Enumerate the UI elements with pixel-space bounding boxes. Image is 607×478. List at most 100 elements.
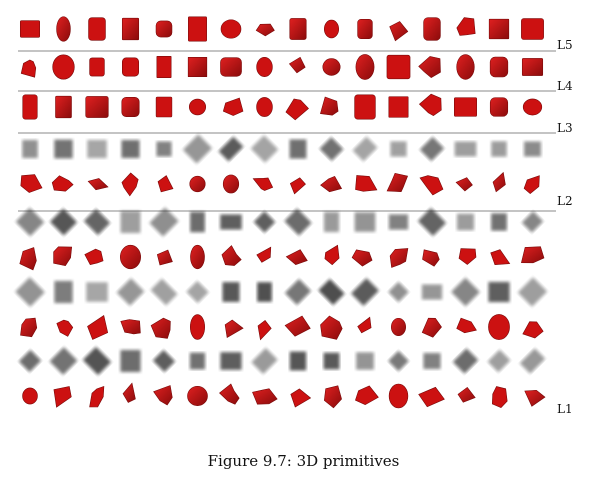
- filter-thumbnail: [417, 207, 447, 237]
- filter-thumbnail: [257, 282, 272, 302]
- filter-thumbnail: [150, 278, 178, 306]
- primitive-thumbnail: [252, 177, 274, 191]
- primitive-thumbnail: [187, 386, 208, 406]
- primitive-thumbnail: [121, 97, 140, 117]
- primitive-thumbnail: [121, 172, 139, 197]
- primitive-thumbnail: [388, 383, 409, 409]
- primitive-thumbnail: [289, 18, 307, 40]
- primitive-thumbnail: [386, 54, 411, 80]
- filter-thumbnail: [116, 278, 145, 306]
- primitive-thumbnail: [187, 57, 208, 77]
- primitive-thumbnail: [121, 17, 140, 41]
- primitive-thumbnail: [490, 249, 511, 266]
- filter-thumbnail: [491, 141, 507, 157]
- primitive-thumbnail: [285, 249, 308, 265]
- primitive-thumbnail: [391, 317, 406, 337]
- primitive-thumbnail: [423, 17, 441, 41]
- primitive-thumbnail: [190, 244, 205, 270]
- primitive-thumbnail: [156, 56, 172, 78]
- primitive-grid: [15, 16, 548, 409]
- filter-thumbnail: [253, 211, 276, 233]
- primitive-thumbnail: [257, 319, 272, 341]
- primitive-thumbnail: [524, 389, 546, 407]
- level-label-l3: L3: [557, 121, 573, 135]
- primitive-thumbnail: [89, 57, 105, 77]
- filter-thumbnail: [388, 281, 409, 303]
- filter-thumbnail: [220, 214, 242, 230]
- filter-thumbnail: [54, 139, 73, 159]
- filter-thumbnail: [454, 141, 477, 157]
- primitive-thumbnail: [322, 58, 341, 76]
- primitive-thumbnail: [521, 246, 545, 264]
- primitive-thumbnail: [419, 175, 444, 196]
- primitive-thumbnail: [488, 18, 510, 40]
- filter-thumbnail: [323, 352, 340, 370]
- filter-thumbnail: [18, 349, 42, 373]
- filter-thumbnail: [152, 349, 176, 373]
- filter-thumbnail: [220, 352, 242, 370]
- primitive-thumbnail: [491, 386, 508, 408]
- primitive-thumbnail: [89, 385, 105, 408]
- primitive-thumbnail: [85, 96, 109, 118]
- primitive-thumbnail: [56, 319, 74, 337]
- filter-thumbnail: [351, 278, 379, 306]
- primitive-thumbnail: [290, 388, 312, 408]
- primitive-thumbnail: [188, 16, 207, 42]
- filter-thumbnail: [456, 213, 475, 231]
- primitive-thumbnail: [188, 98, 207, 116]
- primitive-thumbnail: [456, 17, 476, 36]
- primitive-thumbnail: [222, 97, 244, 116]
- primitive-thumbnail: [421, 317, 442, 338]
- primitive-thumbnail: [355, 175, 378, 192]
- level-dividers: [18, 50, 556, 212]
- primitive-thumbnail: [284, 315, 311, 337]
- filter-thumbnail: [356, 352, 374, 370]
- primitive-thumbnail: [153, 385, 173, 406]
- primitive-thumbnail: [84, 248, 104, 265]
- primitive-thumbnail: [222, 174, 240, 194]
- primitive-thumbnail: [457, 386, 476, 403]
- filter-thumbnail: [82, 346, 112, 376]
- primitive-thumbnail: [320, 176, 343, 193]
- primitive-thumbnail: [285, 98, 309, 121]
- primitive-thumbnail: [355, 54, 375, 80]
- primitive-thumbnail: [288, 56, 306, 74]
- filter-thumbnail: [87, 139, 107, 159]
- primitive-thumbnail: [418, 386, 445, 408]
- filter-thumbnail: [517, 277, 548, 307]
- filter-thumbnail: [318, 278, 345, 306]
- filter-thumbnail: [120, 211, 141, 233]
- primitive-thumbnail: [156, 249, 173, 266]
- filter-thumbnail: [354, 212, 376, 232]
- primitive-thumbnail: [521, 18, 544, 40]
- filter-thumbnail: [419, 136, 445, 162]
- filter-thumbnail: [323, 211, 340, 233]
- primitive-thumbnail: [252, 388, 278, 405]
- primitive-thumbnail: [386, 172, 409, 193]
- filter-thumbnail: [524, 141, 541, 157]
- primitive-thumbnail: [20, 59, 37, 78]
- primitive-thumbnail: [22, 94, 38, 120]
- primitive-thumbnail: [19, 20, 41, 38]
- primitive-thumbnail: [489, 97, 509, 117]
- primitive-thumbnail: [320, 315, 343, 340]
- filter-thumbnail: [182, 134, 213, 164]
- filter-thumbnail: [218, 136, 244, 162]
- primitive-thumbnail: [120, 319, 141, 335]
- filter-thumbnail: [49, 208, 78, 236]
- filter-thumbnail: [22, 139, 38, 159]
- primitive-thumbnail: [522, 321, 544, 339]
- primitive-thumbnail: [53, 246, 73, 267]
- primitive-thumbnail: [256, 246, 272, 263]
- primitive-thumbnail: [522, 98, 543, 116]
- primitive-thumbnail: [87, 315, 109, 340]
- filter-thumbnail: [186, 280, 209, 304]
- primitive-thumbnail: [418, 56, 441, 78]
- primitive-thumbnail: [220, 57, 242, 77]
- primitive-thumbnail: [224, 319, 244, 338]
- filter-thumbnail: [451, 277, 480, 307]
- primitive-thumbnail: [388, 96, 409, 118]
- filter-thumbnail: [49, 347, 78, 375]
- primitive-thumbnail: [256, 57, 273, 77]
